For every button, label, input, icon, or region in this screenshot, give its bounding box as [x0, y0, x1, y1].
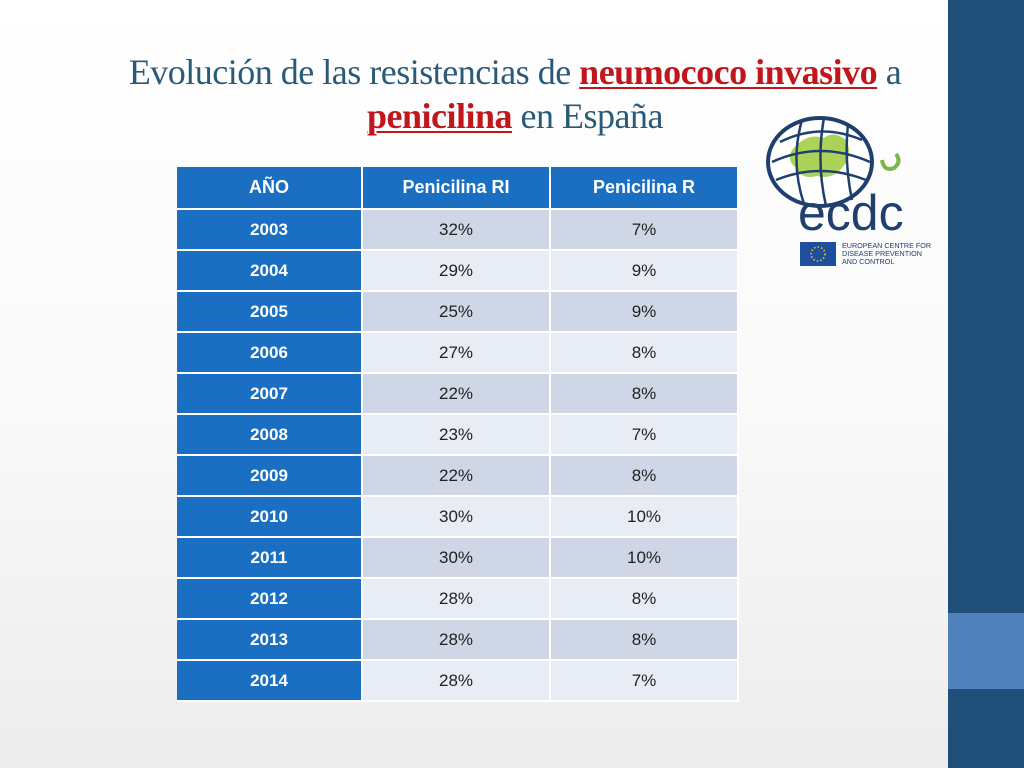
cell-penicilina-r: 10% — [551, 497, 739, 538]
cell-penicilina-ri: 23% — [363, 415, 551, 456]
table-row: 2004 29% 9% — [177, 251, 739, 292]
cell-penicilina-r: 8% — [551, 620, 739, 661]
cell-year: 2013 — [177, 620, 363, 661]
cell-penicilina-r: 8% — [551, 333, 739, 374]
slide-sidebar-accent — [948, 613, 1024, 689]
cell-year: 2008 — [177, 415, 363, 456]
header-year: AÑO — [177, 167, 363, 210]
table-row: 2006 27% 8% — [177, 333, 739, 374]
cell-year: 2014 — [177, 661, 363, 702]
table-row: 2011 30% 10% — [177, 538, 739, 579]
cell-penicilina-ri: 28% — [363, 579, 551, 620]
cell-year: 2011 — [177, 538, 363, 579]
header-penicilina-r: Penicilina R — [551, 167, 739, 210]
cell-penicilina-ri: 29% — [363, 251, 551, 292]
logo-line-2: DISEASE PREVENTION — [842, 249, 922, 258]
cell-year: 2009 — [177, 456, 363, 497]
cell-penicilina-ri: 32% — [363, 210, 551, 251]
table-row: 2013 28% 8% — [177, 620, 739, 661]
cell-penicilina-ri: 30% — [363, 538, 551, 579]
cell-penicilina-ri: 30% — [363, 497, 551, 538]
table-row: 2005 25% 9% — [177, 292, 739, 333]
cell-penicilina-ri: 27% — [363, 333, 551, 374]
leaf-swirl-icon — [880, 152, 901, 171]
title-highlight-neumococo: neumococo invasivo — [579, 52, 878, 92]
cell-penicilina-r: 7% — [551, 210, 739, 251]
cell-penicilina-r: 7% — [551, 415, 739, 456]
table-row: 2008 23% 7% — [177, 415, 739, 456]
logo-wordmark: ecdc — [798, 185, 904, 241]
table-row: 2003 32% 7% — [177, 210, 739, 251]
resistance-table: AÑO Penicilina RI Penicilina R 2003 32% 7%… — [177, 167, 739, 702]
cell-penicilina-ri: 22% — [363, 456, 551, 497]
cell-year: 2003 — [177, 210, 363, 251]
logo-line-3: AND CONTROL — [842, 257, 894, 266]
globe-icon — [766, 116, 874, 208]
table-row: 2009 22% 8% — [177, 456, 739, 497]
title-part-1: Evolución de las resistencias de — [128, 52, 580, 92]
header-penicilina-ri: Penicilina RI — [363, 167, 551, 210]
cell-penicilina-ri: 22% — [363, 374, 551, 415]
cell-year: 2006 — [177, 333, 363, 374]
cell-penicilina-r: 9% — [551, 292, 739, 333]
cell-penicilina-ri: 28% — [363, 661, 551, 702]
cell-year: 2010 — [177, 497, 363, 538]
cell-year: 2004 — [177, 251, 363, 292]
eu-flag-icon — [800, 242, 836, 266]
table-row: 2012 28% 8% — [177, 579, 739, 620]
table-header-row: AÑO Penicilina RI Penicilina R — [177, 167, 739, 210]
cell-penicilina-r: 10% — [551, 538, 739, 579]
cell-penicilina-r: 8% — [551, 456, 739, 497]
cell-penicilina-r: 9% — [551, 251, 739, 292]
cell-year: 2007 — [177, 374, 363, 415]
cell-penicilina-ri: 28% — [363, 620, 551, 661]
title-part-3: en España — [512, 96, 664, 136]
ecdc-logo: ecdc EUROPEAN CENTRE FOR DISEASE PREVENT… — [766, 116, 931, 266]
title-highlight-penicilina: penicilina — [367, 96, 513, 136]
slide-title: Evolución de las resistencias de neumoco… — [70, 50, 960, 138]
logo-line-1: EUROPEAN CENTRE FOR — [842, 241, 931, 250]
cell-penicilina-r: 8% — [551, 579, 739, 620]
cell-penicilina-r: 7% — [551, 661, 739, 702]
cell-year: 2012 — [177, 579, 363, 620]
table-row: 2010 30% 10% — [177, 497, 739, 538]
cell-penicilina-r: 8% — [551, 374, 739, 415]
table-row: 2007 22% 8% — [177, 374, 739, 415]
cell-year: 2005 — [177, 292, 363, 333]
title-part-2: a — [877, 52, 902, 92]
table-row: 2014 28% 7% — [177, 661, 739, 702]
cell-penicilina-ri: 25% — [363, 292, 551, 333]
